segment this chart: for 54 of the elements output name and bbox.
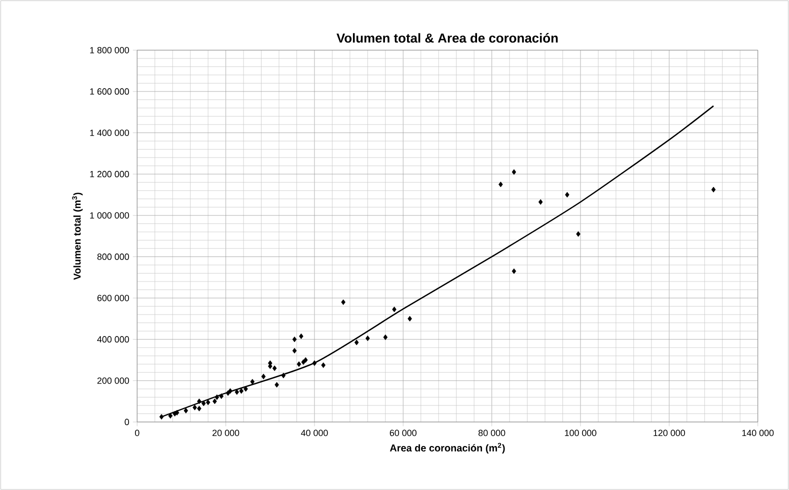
- point: [281, 372, 286, 378]
- point: [296, 361, 302, 367]
- x-tick-label: 120 000: [654, 430, 685, 436]
- point: [234, 389, 240, 395]
- y-tick-label: 1 200 000: [90, 170, 130, 178]
- x-tick-label: 60 000: [390, 430, 416, 436]
- y-tick-label: 1 600 000: [90, 88, 130, 95]
- point: [576, 231, 580, 237]
- point: [312, 360, 317, 366]
- point: [261, 374, 266, 380]
- chart-title: Volumen total & Area de coronación: [336, 32, 558, 43]
- point: [219, 393, 224, 399]
- point: [711, 186, 716, 192]
- point: [565, 192, 570, 198]
- x-tick-label: 80 000: [478, 430, 506, 436]
- y-tick-label: 800 000: [97, 253, 130, 260]
- y-tick-label: 200 000: [97, 377, 130, 384]
- point: [201, 400, 206, 406]
- point: [383, 334, 388, 340]
- y-tick-label: 600 000: [97, 294, 130, 302]
- point: [538, 199, 543, 205]
- point: [192, 404, 197, 410]
- x-tick-label: 140 000: [742, 430, 774, 436]
- y-tick-label: 400 000: [97, 336, 130, 342]
- point: [299, 333, 304, 339]
- point: [197, 406, 202, 412]
- point: [408, 316, 412, 322]
- point: [239, 388, 244, 394]
- point: [184, 408, 188, 414]
- y-tick-label: 1 800 000: [90, 46, 130, 54]
- point: [272, 365, 277, 372]
- point: [498, 182, 503, 188]
- y-tick-label: 0: [124, 418, 130, 426]
- point: [159, 414, 164, 420]
- point: [292, 336, 297, 342]
- y-tick-label: 1 400 000: [90, 130, 130, 136]
- point: [292, 348, 297, 354]
- y-axis-title: Volumen total (m$^{3}$): [72, 192, 83, 280]
- x-tick-label: 20 000: [212, 430, 240, 436]
- point: [214, 394, 220, 400]
- point: [512, 169, 516, 175]
- point: [512, 268, 516, 274]
- point: [392, 306, 396, 312]
- point: [250, 378, 255, 384]
- x-axis-title: Area de coronación (m$^{2}$): [390, 442, 505, 454]
- x-tick-label: 40 000: [300, 430, 328, 436]
- y-tick-label: 1 000 000: [90, 212, 130, 219]
- point: [341, 299, 346, 305]
- x-tick-label: 0: [134, 430, 140, 436]
- point: [303, 357, 308, 363]
- point: [321, 362, 326, 368]
- x-tick-label: 100 000: [564, 430, 596, 436]
- point: [354, 340, 359, 346]
- point: [228, 388, 232, 394]
